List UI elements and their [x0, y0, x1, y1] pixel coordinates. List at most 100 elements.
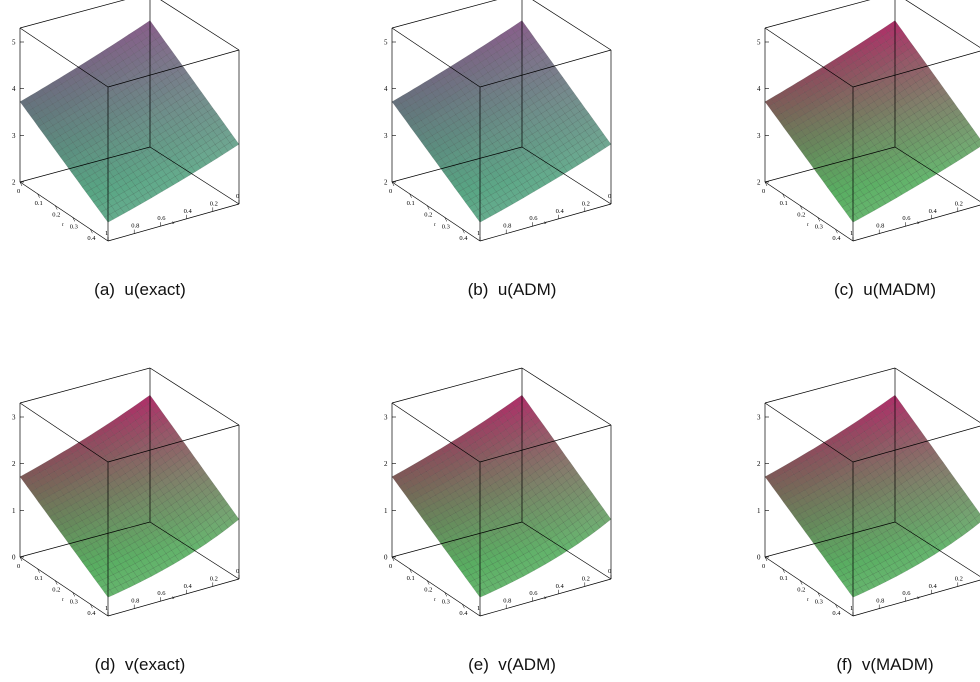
t-axis: 0 0.1 0.2 0.3 0.4 t — [17, 181, 96, 242]
t-tick-label: 0 — [389, 563, 392, 570]
x-axis-label: x — [171, 220, 175, 226]
t-tick-mark — [409, 193, 412, 198]
z-axis: 0 1 2 3 — [12, 414, 24, 562]
t-tick-mark — [462, 604, 465, 609]
t-axis: 0 0.1 0.2 0.3 0.4 t — [762, 181, 841, 242]
t-tick-mark — [72, 217, 76, 222]
x-tick-label: 0.4 — [929, 208, 938, 215]
surface-mesh — [19, 394, 240, 598]
z-tick-label: 4 — [12, 85, 16, 93]
t-axis-label: t — [62, 222, 64, 228]
t-tick-label: 0.3 — [442, 598, 450, 605]
t-axis: 0 0.1 0.2 0.3 0.4 t — [762, 556, 841, 617]
x-tick-label: 0.2 — [582, 575, 590, 582]
caption-c: (c) u(MADM) — [834, 280, 936, 299]
x-tick-label: 0.4 — [556, 208, 565, 215]
x-tick-label: 0.6 — [529, 590, 538, 597]
box-edge-bottom — [391, 521, 523, 558]
box-edge-bottom — [391, 181, 481, 242]
t-tick-mark — [19, 556, 23, 562]
box-edge-bottom — [19, 521, 151, 558]
z-tick-label: 2 — [757, 179, 761, 187]
x-tick-label: 0.6 — [157, 215, 166, 222]
caption-e: (e) v(ADM) — [468, 655, 556, 674]
t-tick-label: 0 — [17, 188, 20, 195]
x-tick-label: 0.2 — [955, 575, 963, 582]
t-tick-mark — [462, 229, 465, 234]
t-tick-mark — [72, 592, 76, 597]
box-edge-top — [532, 0, 612, 51]
t-tick-label: 0.4 — [832, 235, 841, 242]
x-tick-label: 0.2 — [210, 575, 218, 582]
x-axis-label: x — [916, 595, 920, 601]
x-tick-label: 1 — [477, 605, 480, 612]
box-edge-bottom — [852, 204, 980, 242]
z-tick-label: 0 — [12, 554, 16, 562]
x-tick-label: 0.4 — [556, 583, 565, 590]
z-axis: 0 1 2 3 — [757, 414, 769, 562]
box-edge-top — [894, 367, 980, 423]
t-axis: 0 0.1 0.2 0.3 0.4 t — [17, 556, 96, 617]
surface-mesh — [391, 394, 612, 598]
box-edge-bottom — [764, 146, 896, 183]
box-edge-bottom — [391, 146, 523, 183]
t-tick-mark — [19, 181, 23, 187]
x-tick-label: 0.2 — [955, 200, 963, 207]
x-axis-label: x — [171, 595, 175, 601]
x-axis: 10.80.60.40.20x — [850, 200, 963, 241]
t-tick-mark — [444, 592, 448, 597]
t-tick-label: 0 — [762, 563, 765, 570]
x-tick-label: 0 — [236, 193, 239, 200]
z-tick-label: 2 — [384, 179, 388, 187]
t-tick-mark — [817, 217, 821, 222]
caption-f: (f) v(MADM) — [836, 655, 934, 674]
box-edge-bottom — [479, 203, 612, 242]
t-tick-label: 0.4 — [87, 610, 96, 617]
box-edge-top — [107, 49, 240, 88]
x-tick-label: 0.6 — [902, 590, 911, 597]
x-axis-label: x — [916, 220, 920, 226]
box-edge-top — [391, 367, 523, 404]
chart-panel-d: 0 1 2 3 0 0.1 0.2 0.3 0.4 t 1 0.8 0.6 0.4 0.2 0 x — [0, 367, 300, 617]
surface-mesh — [391, 20, 612, 223]
surface-plot-b: 2 3 4 5 0 0.1 0.2 0.3 0.4 t 1 0.8 0.6 0.4 0.2 0 x — [384, 0, 612, 242]
box-edge-top — [19, 0, 126, 29]
box-edge-top — [852, 50, 980, 88]
z-tick-label: 1 — [384, 507, 388, 515]
x-tick-label: 1 — [105, 230, 108, 237]
box-edge-top — [479, 424, 612, 463]
t-tick-label: 0.1 — [35, 575, 43, 582]
t-tick-mark — [799, 580, 803, 585]
t-tick-label: 0.3 — [815, 223, 823, 230]
t-tick-label: 0.4 — [87, 235, 96, 242]
x-tick-label: 0.8 — [131, 223, 139, 230]
t-axis: 0 0.1 0.2 0.3 0.4 t — [389, 181, 468, 242]
t-axis-label: t — [434, 222, 436, 228]
box-edge-top — [391, 27, 481, 88]
z-tick-label: 5 — [757, 39, 761, 47]
bounding-box — [391, 367, 612, 617]
z-tick-label: 1 — [757, 507, 761, 515]
box-edge-top — [160, 0, 240, 51]
z-tick-label: 2 — [757, 460, 761, 468]
t-tick-label: 0.2 — [52, 587, 60, 594]
t-tick-label: 0.3 — [815, 598, 823, 605]
caption-d: (d) v(exact) — [94, 655, 186, 674]
t-tick-mark — [391, 181, 395, 187]
t-axis-label: t — [807, 597, 809, 603]
box-edge-top — [19, 402, 109, 463]
box-edge-bottom — [149, 521, 240, 580]
surface-plot-a: 2 3 4 5 0 0.1 0.2 0.3 0.4 t 1 0.8 0.6 0.4 0.2 0 x — [12, 0, 240, 242]
box-edge-top — [764, 27, 854, 88]
z-tick-label: 0 — [757, 554, 761, 562]
box-edge-bottom — [894, 146, 980, 202]
bounding-box — [19, 367, 240, 617]
t-tick-mark — [409, 568, 412, 573]
chart-panel-e: 0 1 2 3 0 0.1 0.2 0.3 0.4 t 1 0.8 0.6 0.4 0.2 0 x — [372, 367, 672, 617]
x-tick-label: 0.6 — [157, 590, 166, 597]
t-tick-label: 0 — [17, 563, 20, 570]
z-tick-label: 3 — [384, 132, 388, 140]
box-edge-top — [905, 0, 980, 48]
